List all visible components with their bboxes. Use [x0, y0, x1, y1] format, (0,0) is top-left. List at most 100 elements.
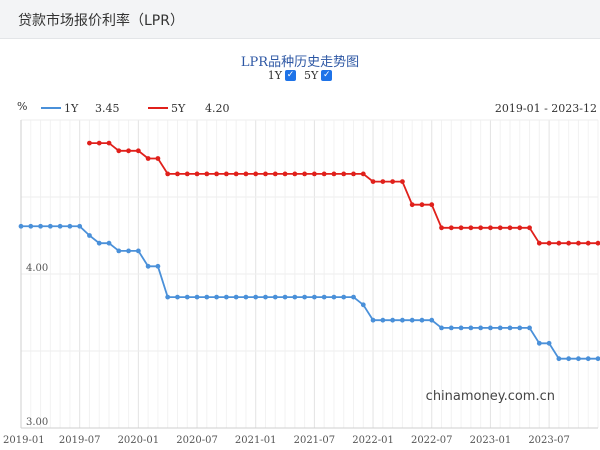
- data-point-5y[interactable]: [448, 225, 454, 231]
- data-point-5y[interactable]: [400, 179, 405, 185]
- data-point-1y[interactable]: [175, 294, 180, 300]
- data-point-1y[interactable]: [135, 248, 141, 254]
- data-point-5y[interactable]: [497, 225, 503, 231]
- data-point-5y[interactable]: [576, 240, 581, 246]
- data-point-1y[interactable]: [106, 240, 112, 246]
- data-point-5y[interactable]: [116, 148, 122, 154]
- data-point-1y[interactable]: [497, 325, 503, 331]
- data-point-5y[interactable]: [585, 240, 591, 246]
- data-point-1y[interactable]: [478, 325, 484, 331]
- data-point-1y[interactable]: [38, 223, 43, 229]
- data-point-5y[interactable]: [341, 171, 347, 177]
- data-point-1y[interactable]: [517, 325, 523, 331]
- data-point-5y[interactable]: [194, 171, 200, 177]
- data-point-5y[interactable]: [546, 240, 552, 246]
- data-point-1y[interactable]: [380, 317, 386, 323]
- data-point-1y[interactable]: [439, 325, 444, 331]
- data-point-1y[interactable]: [576, 356, 581, 362]
- data-point-5y[interactable]: [272, 171, 278, 177]
- data-point-5y[interactable]: [331, 171, 337, 177]
- data-point-5y[interactable]: [390, 179, 396, 185]
- data-point-5y[interactable]: [263, 171, 268, 177]
- data-point-1y[interactable]: [429, 317, 435, 323]
- data-point-5y[interactable]: [135, 148, 141, 154]
- data-point-5y[interactable]: [527, 225, 532, 231]
- data-point-5y[interactable]: [409, 202, 415, 208]
- data-point-1y[interactable]: [57, 223, 63, 229]
- data-point-5y[interactable]: [311, 171, 317, 177]
- data-point-1y[interactable]: [311, 294, 317, 300]
- data-point-1y[interactable]: [546, 340, 552, 346]
- data-point-1y[interactable]: [351, 294, 356, 300]
- data-point-5y[interactable]: [184, 171, 190, 177]
- data-point-5y[interactable]: [321, 171, 327, 177]
- data-point-1y[interactable]: [96, 240, 102, 246]
- data-point-5y[interactable]: [145, 156, 151, 161]
- data-point-1y[interactable]: [253, 294, 259, 300]
- data-point-1y[interactable]: [566, 356, 572, 362]
- data-point-1y[interactable]: [263, 294, 268, 300]
- data-point-1y[interactable]: [67, 223, 73, 229]
- data-point-1y[interactable]: [507, 325, 513, 331]
- data-point-1y[interactable]: [419, 317, 425, 323]
- data-point-5y[interactable]: [360, 171, 366, 177]
- data-point-1y[interactable]: [585, 356, 591, 362]
- data-point-1y[interactable]: [468, 325, 474, 331]
- data-point-1y[interactable]: [155, 263, 161, 269]
- data-point-5y[interactable]: [87, 140, 92, 146]
- data-point-1y[interactable]: [302, 294, 308, 300]
- toggle-1y[interactable]: 1Y ✓: [268, 69, 296, 82]
- data-point-1y[interactable]: [409, 317, 415, 323]
- data-point-5y[interactable]: [478, 225, 484, 231]
- data-point-5y[interactable]: [566, 240, 572, 246]
- data-point-1y[interactable]: [282, 294, 288, 300]
- data-point-1y[interactable]: [204, 294, 210, 300]
- data-point-1y[interactable]: [292, 294, 298, 300]
- data-point-5y[interactable]: [536, 240, 542, 246]
- data-point-1y[interactable]: [145, 263, 151, 269]
- data-point-1y[interactable]: [370, 317, 376, 323]
- data-point-1y[interactable]: [126, 248, 131, 254]
- data-point-5y[interactable]: [370, 179, 376, 185]
- data-point-5y[interactable]: [214, 171, 219, 177]
- data-point-5y[interactable]: [165, 171, 171, 177]
- data-point-1y[interactable]: [116, 248, 122, 254]
- data-point-5y[interactable]: [175, 171, 180, 177]
- data-point-5y[interactable]: [243, 171, 249, 177]
- checkbox-5y-checked-icon[interactable]: ✓: [321, 70, 333, 81]
- data-point-1y[interactable]: [458, 325, 464, 331]
- data-point-1y[interactable]: [214, 294, 219, 300]
- data-point-5y[interactable]: [233, 171, 239, 177]
- data-point-5y[interactable]: [223, 171, 229, 177]
- data-point-5y[interactable]: [458, 225, 464, 231]
- data-point-5y[interactable]: [380, 179, 386, 185]
- data-point-5y[interactable]: [468, 225, 474, 231]
- data-point-5y[interactable]: [106, 140, 112, 146]
- data-point-5y[interactable]: [351, 171, 356, 177]
- data-point-1y[interactable]: [527, 325, 532, 331]
- data-point-5y[interactable]: [282, 171, 288, 177]
- data-point-1y[interactable]: [400, 317, 405, 323]
- data-point-1y[interactable]: [165, 294, 171, 300]
- data-point-5y[interactable]: [96, 140, 102, 146]
- data-point-1y[interactable]: [536, 340, 542, 346]
- data-point-1y[interactable]: [595, 356, 600, 362]
- data-point-5y[interactable]: [595, 240, 600, 246]
- data-point-5y[interactable]: [155, 156, 161, 161]
- data-point-1y[interactable]: [390, 317, 396, 323]
- data-point-1y[interactable]: [272, 294, 278, 300]
- data-point-5y[interactable]: [556, 240, 562, 246]
- data-point-1y[interactable]: [194, 294, 200, 300]
- data-point-5y[interactable]: [253, 171, 259, 177]
- data-point-5y[interactable]: [292, 171, 298, 177]
- data-point-5y[interactable]: [429, 202, 435, 208]
- data-point-1y[interactable]: [223, 294, 229, 300]
- data-point-5y[interactable]: [488, 225, 493, 231]
- data-point-5y[interactable]: [126, 148, 131, 154]
- data-point-1y[interactable]: [77, 223, 83, 229]
- data-point-5y[interactable]: [517, 225, 523, 231]
- data-point-1y[interactable]: [321, 294, 327, 300]
- data-point-5y[interactable]: [204, 171, 210, 177]
- data-point-1y[interactable]: [360, 302, 366, 308]
- data-point-1y[interactable]: [184, 294, 190, 300]
